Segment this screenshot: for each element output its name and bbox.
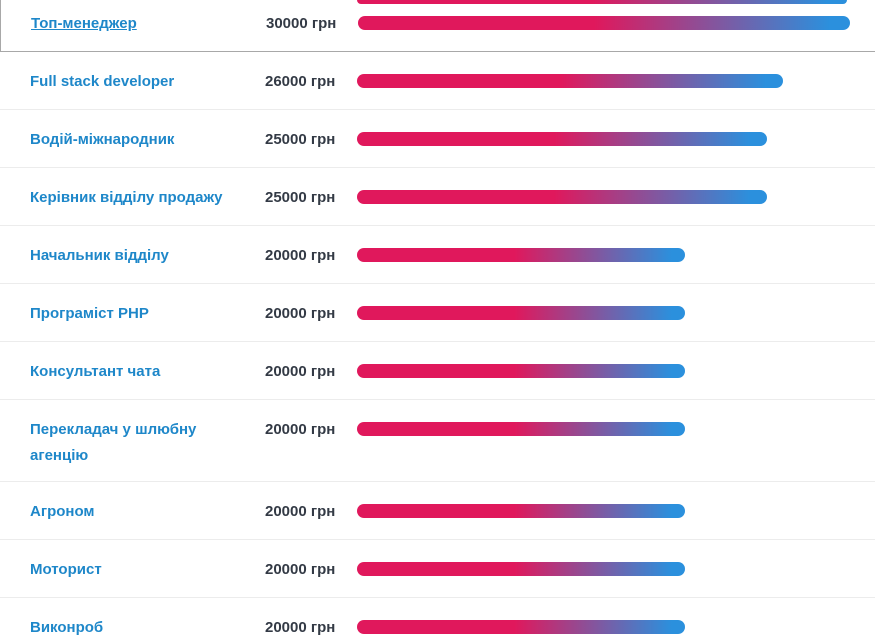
salary-bar <box>357 422 685 436</box>
job-title-cell: Перекладач у шлюбну агенцію <box>30 417 265 469</box>
job-title-cell: Виконроб <box>30 615 265 641</box>
salary-value: 20000 грн <box>265 503 336 520</box>
salary-bar-track <box>357 243 875 262</box>
job-title-link[interactable]: Агроном <box>30 503 95 520</box>
job-title-cell: Консультант чата <box>30 359 265 385</box>
job-title-link[interactable]: Програміст PHP <box>30 305 149 322</box>
salary-bar <box>357 306 685 320</box>
salary-value: 20000 грн <box>265 619 336 636</box>
job-title-link[interactable]: Начальник відділу <box>30 247 169 264</box>
job-title-link[interactable]: Full stack developer <box>30 73 175 90</box>
job-title-cell: Керівник відділу продажу <box>30 185 265 211</box>
salary-bar <box>357 504 685 518</box>
salary-bar-track <box>357 301 875 320</box>
salary-value: 25000 грн <box>265 189 336 206</box>
salary-bar-track <box>357 615 875 634</box>
salary-bar <box>357 132 767 146</box>
salary-bar <box>357 190 767 204</box>
table-row: Виконроб 20000 грн <box>0 598 875 643</box>
salary-bar-track <box>357 417 875 436</box>
salary-value: 20000 грн <box>265 421 336 438</box>
job-title-cell: Програміст PHP <box>30 301 265 327</box>
cropped-previous-bar <box>357 0 847 4</box>
salary-bar <box>357 364 685 378</box>
table-row: Водій-міжнародник 25000 грн <box>0 110 875 168</box>
table-row: Топ-менеджер 30000 грн <box>0 0 875 52</box>
job-title-link[interactable]: Консультант чата <box>30 363 161 380</box>
salary-value: 25000 грн <box>265 131 336 148</box>
salary-value: 26000 грн <box>265 73 336 90</box>
job-title-cell: Моторист <box>30 557 265 583</box>
job-title-link[interactable]: Перекладач у шлюбну агенцію <box>30 421 197 464</box>
salary-value: 20000 грн <box>265 247 336 264</box>
salary-bar-track <box>357 499 875 518</box>
salary-bar-track <box>357 359 875 378</box>
job-title-link[interactable]: Водій-міжнародник <box>30 131 175 148</box>
table-row: Full stack developer 26000 грн <box>0 52 875 110</box>
job-title-link[interactable]: Моторист <box>30 561 102 578</box>
salary-bar-track <box>358 11 875 30</box>
job-title-cell: Full stack developer <box>30 69 265 95</box>
salary-value: 20000 грн <box>265 305 336 322</box>
table-row: Начальник відділу 20000 грн <box>0 226 875 284</box>
table-row: Консультант чата 20000 грн <box>0 342 875 400</box>
salary-bar <box>357 620 685 634</box>
salary-bar-track <box>357 557 875 576</box>
job-title-link[interactable]: Виконроб <box>30 619 104 636</box>
salary-bar <box>358 16 850 30</box>
job-title-cell: Начальник відділу <box>30 243 265 269</box>
salary-bar-track <box>357 69 875 88</box>
salary-value: 20000 грн <box>265 561 336 578</box>
salary-bar <box>357 74 783 88</box>
salary-bar-track <box>357 185 875 204</box>
table-row: Моторист 20000 грн <box>0 540 875 598</box>
job-title-cell: Топ-менеджер <box>31 11 266 37</box>
table-row: Керівник відділу продажу 25000 грн <box>0 168 875 226</box>
salary-bar <box>357 248 685 262</box>
salary-value: 20000 грн <box>265 363 336 380</box>
job-title-link[interactable]: Топ-менеджер <box>31 15 137 32</box>
table-row: Програміст PHP 20000 грн <box>0 284 875 342</box>
job-title-cell: Водій-міжнародник <box>30 127 265 153</box>
salary-value: 30000 грн <box>266 15 337 32</box>
table-row: Агроном 20000 грн <box>0 482 875 540</box>
job-title-cell: Агроном <box>30 499 265 525</box>
salary-bar-track <box>357 127 875 146</box>
salary-bar <box>357 562 685 576</box>
table-row: Перекладач у шлюбну агенцію 20000 грн <box>0 400 875 482</box>
job-title-link[interactable]: Керівник відділу продажу <box>30 189 223 206</box>
